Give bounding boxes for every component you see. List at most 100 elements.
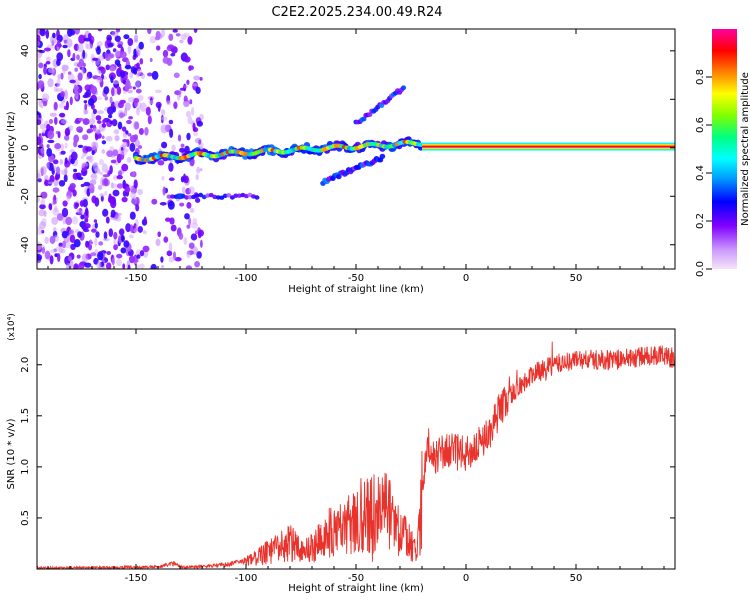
noise-speckle: [82, 118, 90, 126]
noise-speckle: [128, 255, 135, 264]
noise-speckle: [96, 41, 103, 47]
spectrogram-xlabel: Height of straight line (km): [288, 284, 424, 295]
noise-speckle: [154, 89, 162, 94]
noise-speckle: [163, 236, 169, 243]
noise-speckle: [122, 145, 127, 150]
noise-speckle: [104, 168, 109, 174]
noise-speckle: [106, 150, 114, 157]
noise-speckle: [195, 86, 201, 94]
noise-speckle: [78, 34, 86, 44]
noise-speckle: [73, 263, 79, 269]
snr-panel: -150 -100 -50 0 50 0.5 1.0 1.5 2.0 Height of str…: [6, 313, 676, 594]
noise-speckle: [157, 160, 165, 166]
noise-speckle: [56, 78, 61, 88]
noise-speckle: [42, 93, 50, 102]
noise-speckle: [82, 198, 88, 208]
noise-speckle: [50, 249, 57, 254]
noise-speckle: [99, 192, 105, 197]
spectrogram-axes: -150 -100 -50 0 50 -40 -20 0 20 40: [20, 29, 675, 284]
noise-speckle: [80, 155, 85, 160]
noise-speckle: [74, 119, 81, 124]
noise-speckle: [72, 189, 77, 197]
noise-speckle: [130, 171, 136, 177]
noise-speckle: [47, 139, 55, 144]
noise-speckle: [60, 143, 65, 151]
noise-speckle: [56, 40, 61, 48]
noise-speckle: [58, 102, 66, 109]
noise-speckle: [73, 168, 78, 173]
noise-speckle: [183, 56, 191, 63]
noise-speckle: [125, 130, 129, 135]
noise-speckle: [113, 129, 120, 135]
noise-speckle: [192, 127, 199, 133]
noise-speckle: [114, 59, 121, 66]
noise-speckle: [129, 72, 134, 79]
noise-speckle: [77, 43, 84, 53]
noise-speckle: [49, 255, 54, 265]
noise-speckle: [131, 196, 137, 205]
noise-speckle: [117, 121, 123, 130]
noise-speckle: [114, 50, 121, 58]
noise-speckle: [45, 61, 51, 65]
noise-speckle: [89, 239, 93, 246]
noise-speckle: [138, 128, 144, 135]
noise-speckle: [135, 204, 140, 212]
noise-speckle: [188, 242, 195, 249]
noise-speckle: [179, 87, 186, 91]
noise-speckle: [56, 58, 61, 67]
noise-speckle: [64, 142, 68, 149]
noise-speckle: [168, 177, 175, 181]
noise-speckle: [82, 152, 87, 157]
noise-speckle: [186, 250, 191, 259]
noise-speckle: [109, 165, 113, 175]
noise-speckle: [52, 159, 59, 165]
noise-speckle: [107, 114, 113, 119]
noise-speckle: [137, 189, 144, 195]
noise-speckle: [161, 116, 168, 121]
noise-speckle: [114, 35, 121, 42]
snr-xtick-label: -100: [235, 573, 258, 584]
noise-speckle: [107, 106, 114, 116]
noise-speckle: [87, 98, 95, 106]
noise-speckle: [189, 207, 195, 214]
noise-speckle: [54, 205, 58, 213]
snr-xlabel: Height of straight line (km): [288, 583, 424, 594]
noise-speckle: [65, 262, 71, 269]
snr-scale-label: (x10⁴): [7, 313, 17, 340]
noise-speckle: [85, 207, 89, 217]
noise-speckle: [117, 170, 123, 177]
noise-speckle: [76, 63, 84, 68]
noise-speckle: [121, 196, 128, 203]
noise-speckle: [104, 51, 109, 59]
noise-speckle: [83, 223, 91, 229]
noise-speckle: [84, 110, 89, 115]
noise-speckle: [72, 52, 76, 61]
noise-speckle: [110, 75, 114, 84]
noise-speckle: [129, 211, 136, 220]
noise-speckle: [125, 223, 132, 233]
noise-speckle: [120, 247, 127, 254]
noise-speckle: [44, 236, 49, 244]
noise-speckle: [52, 227, 57, 232]
noise-speckle: [167, 200, 175, 210]
noise-speckle: [199, 168, 203, 172]
noise-speckle: [64, 167, 68, 175]
noise-speckle: [129, 234, 134, 239]
noise-speckle: [63, 134, 70, 141]
lower-line-cell: [175, 193, 185, 200]
noise-speckle: [122, 132, 127, 138]
snr-plot: [37, 341, 675, 569]
noise-speckle: [38, 62, 44, 69]
noise-speckle: [44, 47, 51, 52]
noise-speckle: [196, 166, 200, 174]
noise-speckle: [161, 141, 168, 149]
noise-speckle: [188, 65, 195, 71]
noise-speckle: [80, 183, 85, 188]
noise-speckle: [69, 29, 76, 36]
spectrogram-ytick-label: -40: [20, 237, 31, 253]
noise-speckle: [134, 225, 139, 232]
noise-speckle: [136, 254, 141, 259]
noise-speckle: [89, 188, 95, 194]
noise-speckle: [37, 178, 42, 183]
noise-speckle: [156, 45, 161, 51]
